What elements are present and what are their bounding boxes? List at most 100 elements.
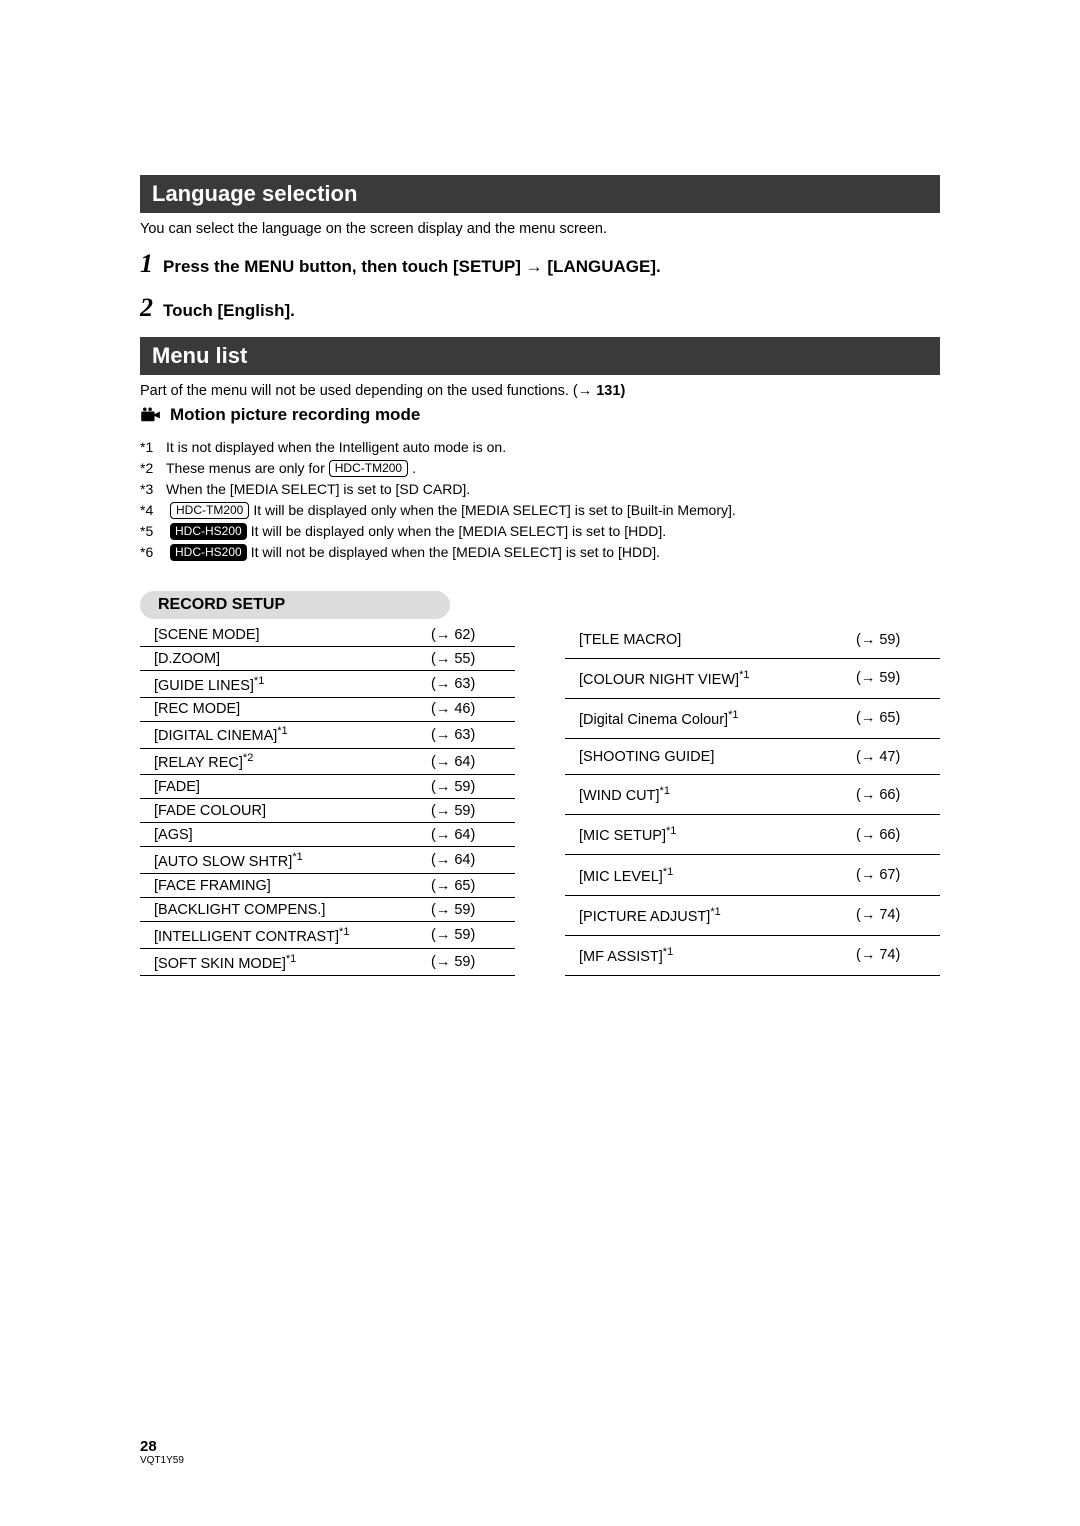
step-number: 2	[140, 293, 153, 323]
footnote-row: *4HDC-TM200 It will be displayed only wh…	[140, 500, 940, 521]
setting-label: [PICTURE ADJUST]*1	[565, 895, 856, 935]
footnote-superscript: *1	[710, 906, 720, 918]
page-reference: (→ 64)	[431, 847, 515, 874]
table-row: [SCENE MODE](→ 62)	[140, 623, 515, 647]
document-id: VQT1Y59	[140, 1455, 184, 1466]
page-reference: (→ 59)	[431, 898, 515, 922]
page-reference: (→ 74)	[856, 895, 940, 935]
footnote-superscript: *1	[663, 946, 673, 958]
table-row: [AGS](→ 64)	[140, 823, 515, 847]
page-reference: (→ 64)	[431, 823, 515, 847]
page-reference: (→ 66)	[856, 775, 940, 815]
model-badge-solid: HDC-HS200	[170, 544, 247, 561]
table-row: [AUTO SLOW SHTR]*1(→ 64)	[140, 847, 515, 874]
setting-label: [Digital Cinema Colour]*1	[565, 698, 856, 738]
page-reference: (→ 64)	[431, 748, 515, 775]
page-number: 28	[140, 1438, 184, 1455]
page-reference: (→ 59)	[856, 623, 940, 658]
setting-label: [AUTO SLOW SHTR]*1	[140, 847, 431, 874]
footnote-row: *2These menus are only for HDC-TM200.	[140, 458, 940, 479]
footnote-text: HDC-TM200 It will be displayed only when…	[166, 500, 736, 521]
footnote-row: *3When the [MEDIA SELECT] is set to [SD …	[140, 479, 940, 500]
table-row: [FADE COLOUR](→ 59)	[140, 799, 515, 823]
page-reference: (→ 59)	[431, 949, 515, 976]
footnote-text: HDC-HS200 It will not be displayed when …	[166, 542, 660, 563]
record-setup-right-table: [TELE MACRO](→ 59)[COLOUR NIGHT VIEW]*1(…	[565, 623, 940, 976]
page-reference: (→ 67)	[856, 855, 940, 895]
footnote-superscript: *1	[728, 709, 738, 721]
table-row: [SHOOTING GUIDE](→ 47)	[565, 739, 940, 775]
table-row: [INTELLIGENT CONTRAST]*1(→ 59)	[140, 922, 515, 949]
record-setup-heading: RECORD SETUP	[140, 591, 450, 619]
step-text: Press the MENU button, then touch [SETUP…	[163, 257, 661, 277]
footnote-superscript: *1	[660, 785, 670, 797]
model-badge-outline: HDC-TM200	[170, 502, 249, 520]
table-row: [D.ZOOM](→ 55)	[140, 647, 515, 671]
setting-label: [RELAY REC]*2	[140, 748, 431, 775]
step-number: 1	[140, 249, 153, 279]
footnote-row: *6HDC-HS200 It will not be displayed whe…	[140, 542, 940, 563]
table-row: [SOFT SKIN MODE]*1(→ 59)	[140, 949, 515, 976]
table-row: [FADE](→ 59)	[140, 775, 515, 799]
table-row: [FACE FRAMING](→ 65)	[140, 874, 515, 898]
table-row: [MF ASSIST]*1(→ 74)	[565, 935, 940, 975]
record-setup-left-table: [SCENE MODE](→ 62)[D.ZOOM](→ 55)[GUIDE L…	[140, 623, 515, 976]
step-text: Touch [English].	[163, 301, 295, 321]
language-intro: You can select the language on the scree…	[140, 221, 940, 237]
page-reference: (→ 46)	[431, 697, 515, 721]
table-row: [GUIDE LINES]*1(→ 63)	[140, 671, 515, 698]
intro-prefix: Part of the menu will not be used depend…	[140, 383, 578, 399]
table-row: [Digital Cinema Colour]*1(→ 65)	[565, 698, 940, 738]
setting-label: [WIND CUT]*1	[565, 775, 856, 815]
footnote-superscript: *1	[339, 926, 349, 938]
step-2: 2 Touch [English].	[140, 293, 940, 323]
table-row: [TELE MACRO](→ 59)	[565, 623, 940, 658]
footnote-superscript: *1	[254, 675, 264, 687]
model-badge-solid: HDC-HS200	[170, 523, 247, 540]
setting-label: [SCENE MODE]	[140, 623, 431, 647]
footnote-marker: *6	[140, 542, 166, 563]
setting-label: [TELE MACRO]	[565, 623, 856, 658]
footnote-marker: *5	[140, 521, 166, 542]
mode-line: Motion picture recording mode	[140, 405, 940, 425]
setting-label: [FACE FRAMING]	[140, 874, 431, 898]
footnote-text: HDC-HS200 It will be displayed only when…	[166, 521, 666, 542]
setting-label: [MF ASSIST]*1	[565, 935, 856, 975]
table-row: [MIC LEVEL]*1(→ 67)	[565, 855, 940, 895]
footnote-superscript: *1	[277, 725, 287, 737]
model-badge-outline: HDC-TM200	[329, 460, 408, 478]
footnote-text: When the [MEDIA SELECT] is set to [SD CA…	[166, 479, 470, 500]
page-reference: (→ 59)	[856, 658, 940, 698]
table-row: [DIGITAL CINEMA]*1(→ 63)	[140, 721, 515, 748]
footnote-superscript: *1	[663, 866, 673, 878]
page-reference: (→ 47)	[856, 739, 940, 775]
footnote-superscript: *1	[666, 825, 676, 837]
page-reference: (→ 63)	[431, 671, 515, 698]
setting-label: [MIC LEVEL]*1	[565, 855, 856, 895]
footnote-marker: *3	[140, 479, 166, 500]
menu-list-intro: Part of the menu will not be used depend…	[140, 383, 940, 399]
footnote-marker: *2	[140, 458, 166, 479]
page-footer: 28 VQT1Y59	[140, 1438, 184, 1466]
mode-label: Motion picture recording mode	[170, 405, 420, 425]
table-row: [MIC SETUP]*1(→ 66)	[565, 815, 940, 855]
setting-label: [AGS]	[140, 823, 431, 847]
footnote-text: It is not displayed when the Intelligent…	[166, 437, 506, 458]
setting-label: [FADE]	[140, 775, 431, 799]
intro-ref: → 131)	[578, 383, 626, 399]
table-row: [PICTURE ADJUST]*1(→ 74)	[565, 895, 940, 935]
page-reference: (→ 62)	[431, 623, 515, 647]
page-reference: (→ 66)	[856, 815, 940, 855]
table-row: [RELAY REC]*2(→ 64)	[140, 748, 515, 775]
page-reference: (→ 59)	[431, 922, 515, 949]
page-reference: (→ 59)	[431, 775, 515, 799]
setting-label: [DIGITAL CINEMA]*1	[140, 721, 431, 748]
page-reference: (→ 65)	[431, 874, 515, 898]
page-reference: (→ 55)	[431, 647, 515, 671]
footnote-superscript: *2	[243, 752, 253, 764]
page-reference: (→ 74)	[856, 935, 940, 975]
table-row: [WIND CUT]*1(→ 66)	[565, 775, 940, 815]
footnote-marker: *4	[140, 500, 166, 521]
footnotes: *1It is not displayed when the Intellige…	[140, 437, 940, 563]
table-row: [COLOUR NIGHT VIEW]*1(→ 59)	[565, 658, 940, 698]
